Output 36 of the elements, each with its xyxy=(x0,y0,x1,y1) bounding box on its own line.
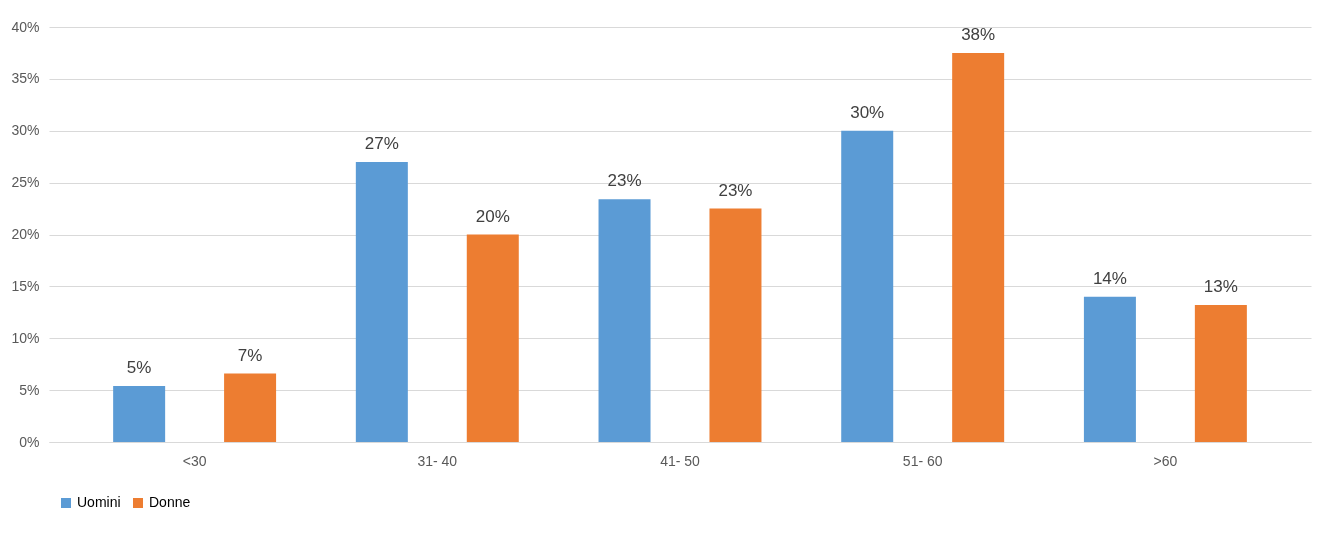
bar xyxy=(1194,305,1247,442)
data-label: 13% xyxy=(1203,277,1238,297)
y-tick-label: 25% xyxy=(11,174,40,191)
bar xyxy=(598,199,651,442)
bar xyxy=(952,52,1005,442)
data-label: 23% xyxy=(607,171,642,191)
data-label: 5% xyxy=(126,357,152,377)
y-tick-label: 20% xyxy=(11,226,40,242)
y-tick-label: 35% xyxy=(11,70,40,87)
y-tick-label: 10% xyxy=(11,329,40,346)
data-label: 27% xyxy=(364,133,399,153)
y-tick-label: 0% xyxy=(19,433,40,450)
bar xyxy=(841,130,894,442)
bar xyxy=(355,161,408,442)
data-label: 7% xyxy=(237,345,263,365)
bar xyxy=(709,208,762,442)
data-label: 14% xyxy=(1092,268,1127,288)
legend-label: Uomini xyxy=(77,494,121,510)
x-tick-label: 41- 50 xyxy=(660,452,701,469)
bar xyxy=(466,234,519,442)
x-tick-label: >60 xyxy=(1153,452,1178,469)
bar xyxy=(224,373,277,442)
y-tick-label: 15% xyxy=(11,277,40,294)
data-label: 20% xyxy=(475,206,510,226)
x-tick-label: 51- 60 xyxy=(902,452,943,469)
data-label: 38% xyxy=(961,24,996,44)
data-label: 23% xyxy=(718,180,753,200)
x-tick-label: <30 xyxy=(182,452,207,469)
data-label: 30% xyxy=(850,102,885,122)
y-tick-label: 5% xyxy=(19,381,40,398)
x-tick-label: 31- 40 xyxy=(417,452,458,469)
bar xyxy=(1083,296,1136,442)
y-tick-label: 40% xyxy=(11,18,40,35)
legend-label: Donne xyxy=(149,494,191,510)
bar xyxy=(113,385,166,442)
y-tick-label: 30% xyxy=(11,122,40,139)
